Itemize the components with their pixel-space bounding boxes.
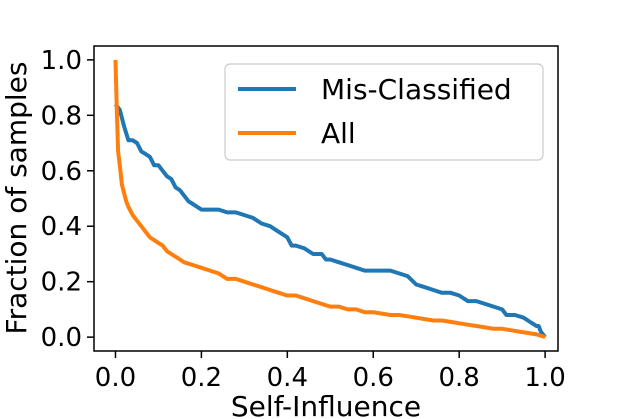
y-tick-label: 1.0: [41, 46, 82, 76]
y-tick-label: 0.8: [41, 101, 82, 131]
y-tick-label: 0.4: [41, 212, 82, 242]
legend-label-all: All: [321, 117, 356, 150]
y-tick-label: 0.2: [41, 268, 82, 298]
plot-frame: [93, 45, 559, 352]
x-tick-label: 0.6: [353, 363, 394, 393]
x-tick-label: 0.8: [439, 363, 480, 393]
legend: Mis-Classified All: [224, 63, 544, 161]
x-axis-label: Self-Influence: [231, 390, 421, 419]
x-tick-label: 1.0: [524, 363, 565, 393]
y-tick-label: 0.0: [41, 323, 82, 353]
x-tick-label: 0.4: [267, 363, 308, 393]
y-axis-ticks: 0.0 0.2 0.4 0.6 0.8 1.0: [41, 46, 94, 353]
y-tick-label: 0.6: [41, 157, 82, 187]
series-line-mis-classified: [113, 102, 547, 339]
y-axis-label: Fraction of samples: [0, 62, 33, 335]
x-tick-label: 0.2: [181, 363, 222, 393]
legend-label-mis-classified: Mis-Classified: [321, 73, 512, 106]
x-tick-label: 0.0: [95, 363, 136, 393]
series-layer: [113, 59, 547, 340]
legend-box: [224, 63, 544, 161]
series-line-all: [113, 59, 546, 340]
x-axis-ticks: 0.0 0.2 0.4 0.6 0.8 1.0: [95, 351, 566, 393]
